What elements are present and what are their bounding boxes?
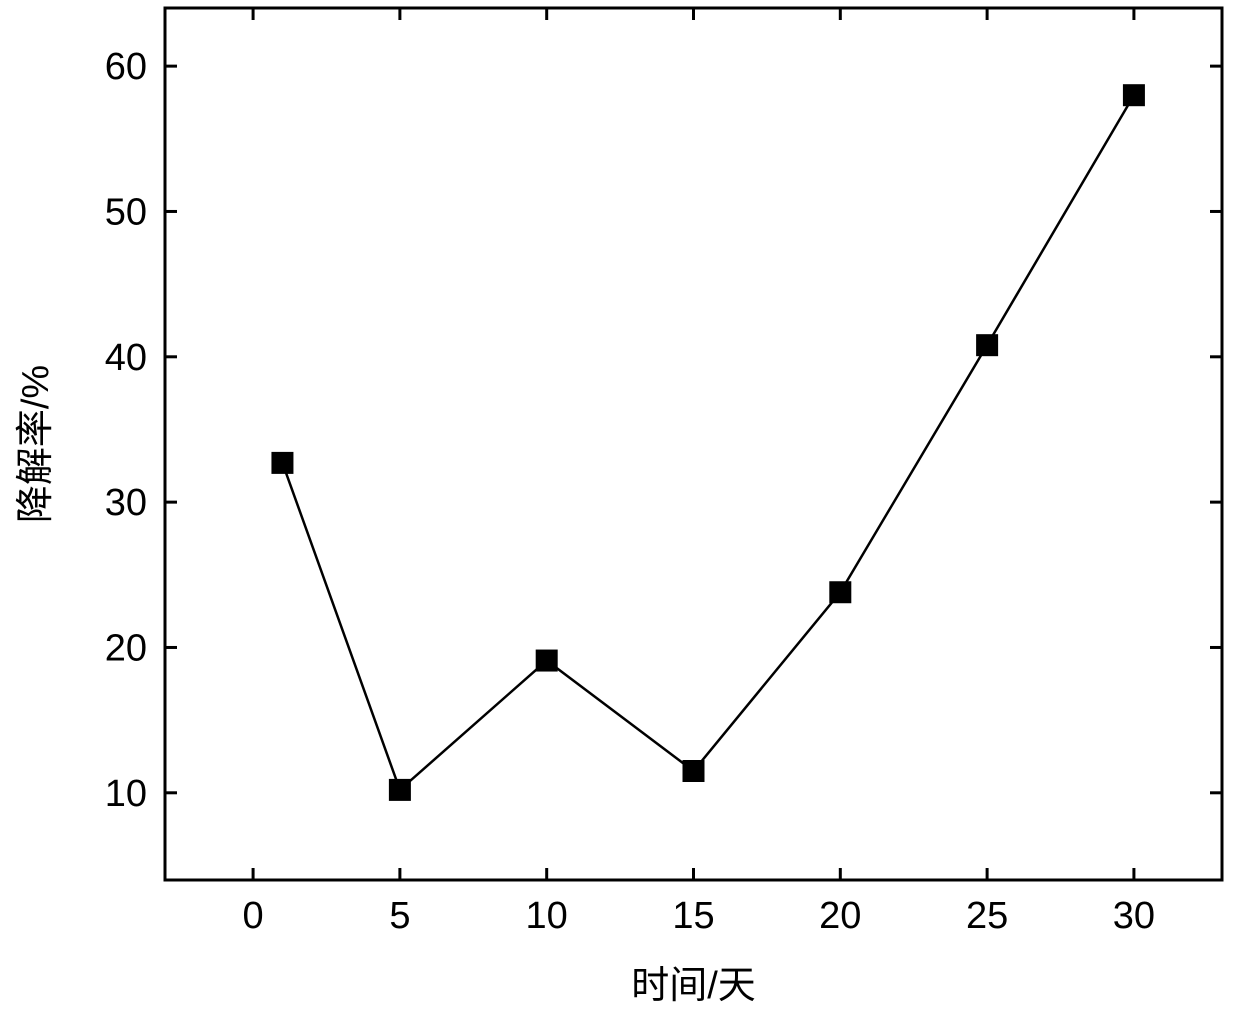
x-tick-label: 15 — [672, 895, 714, 937]
chart-container: 0 5 10 15 20 25 30 10 20 30 40 50 60 时间/天 降解率/% — [0, 0, 1240, 1029]
data-marker — [976, 334, 998, 356]
x-tick-label: 30 — [1113, 895, 1155, 937]
data-marker — [683, 760, 705, 782]
data-marker — [389, 779, 411, 801]
data-marker — [829, 581, 851, 603]
y-tick-label: 10 — [105, 773, 147, 815]
x-tick-label: 25 — [966, 895, 1008, 937]
y-tick-label: 60 — [105, 46, 147, 88]
y-axis-label: 降解率/% — [15, 365, 57, 523]
degradation-rate-chart: 0 5 10 15 20 25 30 10 20 30 40 50 60 时间/天 降解率/% — [0, 0, 1240, 1029]
x-tick-label: 20 — [819, 895, 861, 937]
y-tick-label: 50 — [105, 191, 147, 233]
y-tick-label: 30 — [105, 482, 147, 524]
x-axis-label: 时间/天 — [631, 965, 756, 1007]
x-tick-label: 0 — [243, 895, 264, 937]
data-marker — [1123, 84, 1145, 106]
y-tick-label: 40 — [105, 337, 147, 379]
x-tick-label: 5 — [389, 895, 410, 937]
y-tick-label: 20 — [105, 627, 147, 669]
x-tick-label: 10 — [526, 895, 568, 937]
data-marker — [271, 452, 293, 474]
data-marker — [536, 650, 558, 672]
